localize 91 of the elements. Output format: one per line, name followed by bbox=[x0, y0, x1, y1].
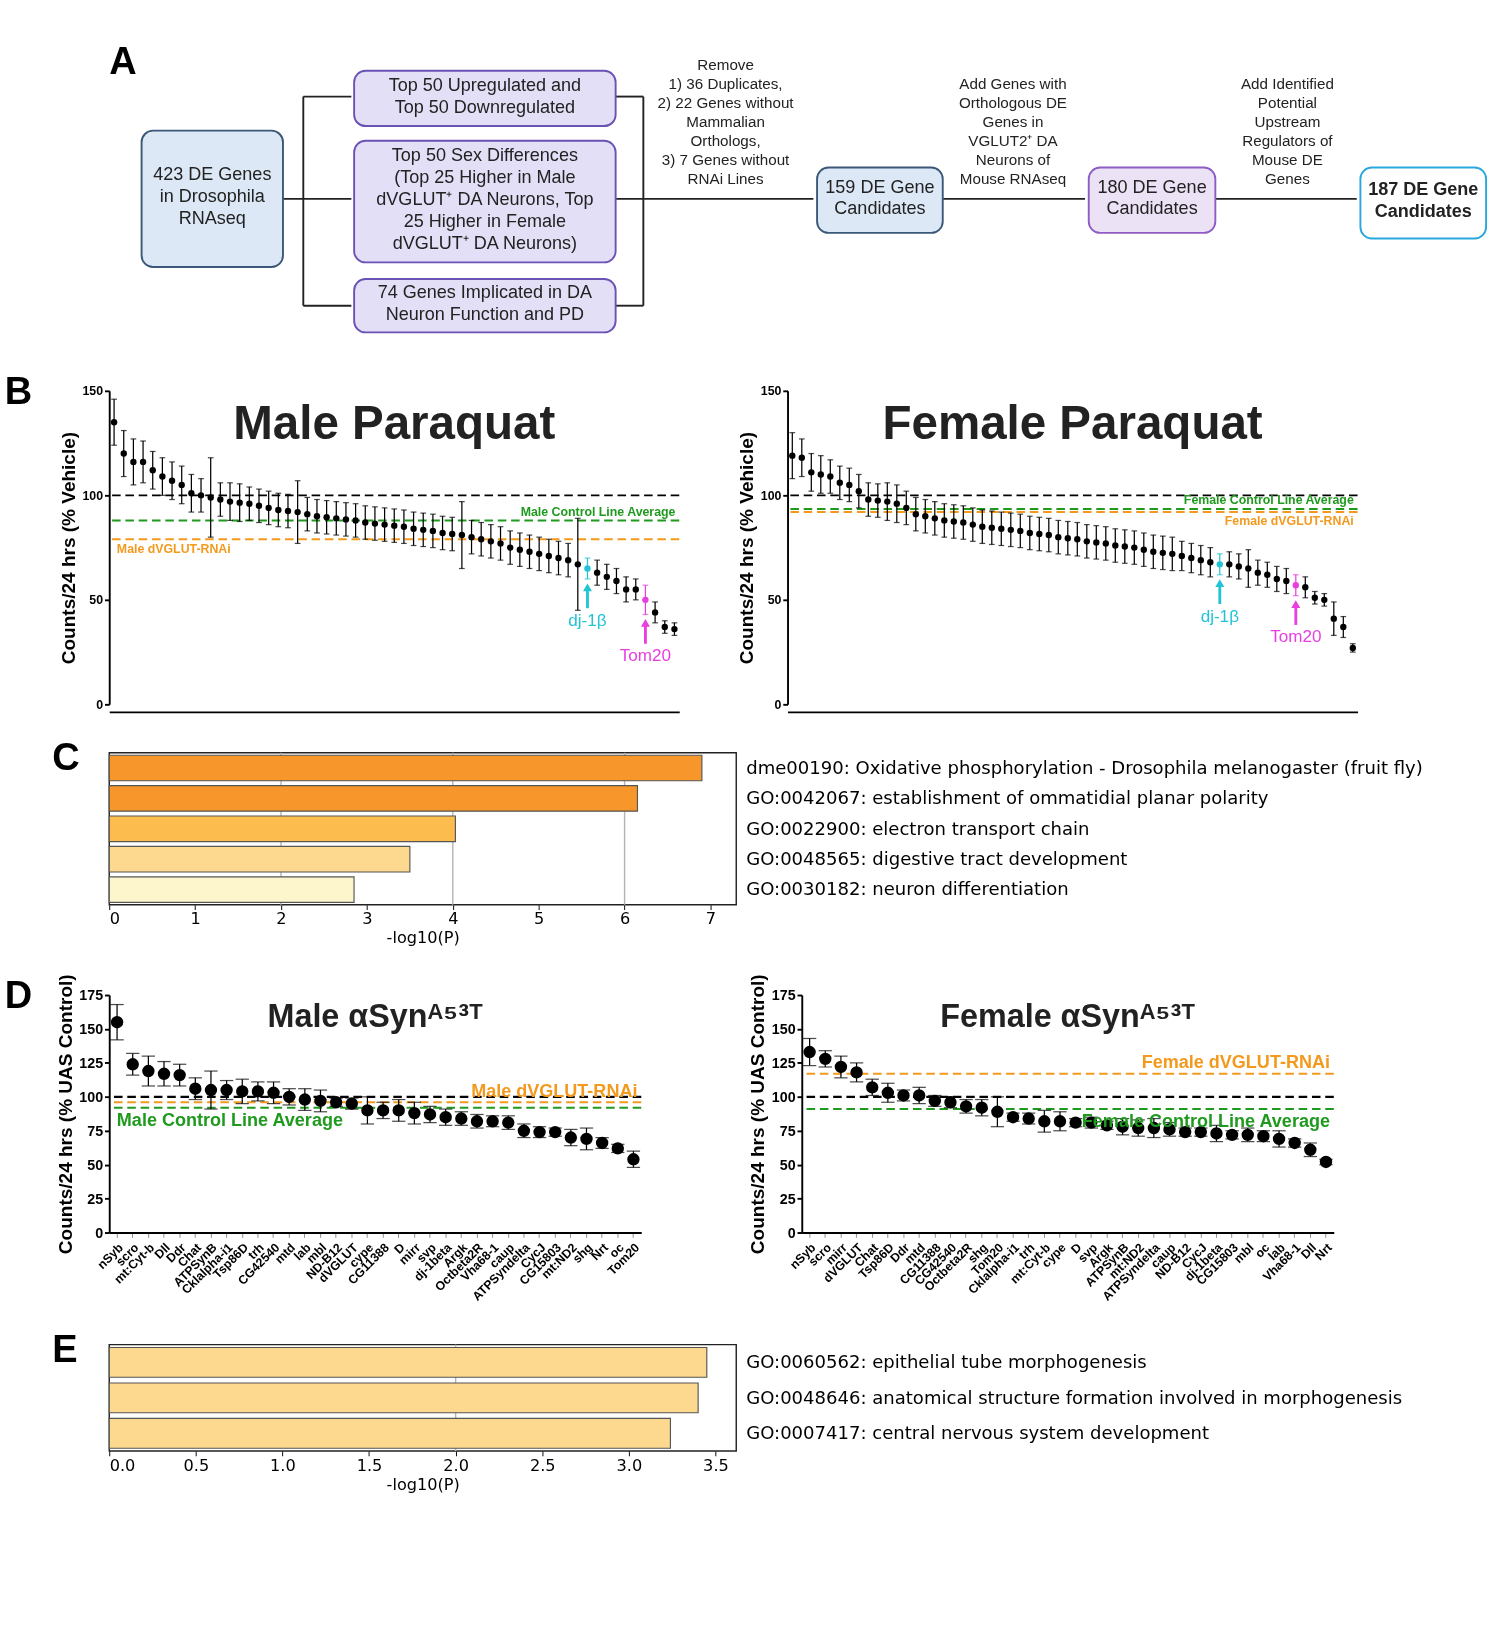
x-tick-label: 2.5 bbox=[529, 1455, 556, 1475]
y-tick-label: 150 bbox=[79, 1021, 104, 1038]
x-tick-label: 0.0 bbox=[109, 1455, 136, 1475]
x-tick-label: 1 bbox=[190, 909, 201, 929]
y-tick-label: GO:0007417: central nervous system development bbox=[746, 1422, 1210, 1444]
x-tick-label: 1.5 bbox=[356, 1455, 383, 1475]
y-tick-label: 0 bbox=[774, 697, 782, 712]
bar bbox=[108, 754, 703, 782]
y-tick-label: 75 bbox=[779, 1122, 796, 1139]
text: A bbox=[109, 39, 137, 82]
x-tick-label: 3 bbox=[362, 909, 373, 929]
x-tick-label: 3.0 bbox=[616, 1455, 643, 1475]
y-tick-label: dme00190: Oxidative phosphorylation - Drosophila melanogaster (fruit fly) bbox=[746, 756, 1423, 778]
y-tick-label: 100 bbox=[771, 1089, 796, 1106]
text: Top 50 Sex Differences (Top 25 Higher in Male dVGLUT⁺ DA Neurons, Top 25 Higher in Female dVGLUT⁺ DA Neurons) bbox=[376, 145, 594, 253]
text: E bbox=[52, 1327, 78, 1370]
x-tick-label: 2 bbox=[276, 909, 287, 929]
y-tick-label: 25 bbox=[87, 1190, 104, 1207]
y-axis-title: Counts/24 hrs (% Vehicle) bbox=[736, 431, 758, 665]
x-tick-label: 1.0 bbox=[270, 1455, 296, 1475]
x-tick-label: 7 bbox=[705, 909, 717, 929]
ref-line-label: Male Control Line Average bbox=[116, 1109, 343, 1130]
text: 187 DE Gene Candidates bbox=[1368, 179, 1479, 222]
chart-title: Female αSynᴬ⁵³ᵀ bbox=[940, 998, 1196, 1035]
x-axis-title: -log10(P) bbox=[386, 928, 460, 948]
y-tick-label: 75 bbox=[87, 1122, 104, 1139]
text: Top 50 Upregulated and Top 50 Downregulated bbox=[388, 74, 582, 117]
y-axis-title: Counts/24 hrs (% UAS Control) bbox=[747, 974, 769, 1255]
y-tick-label: GO:0022900: electron transport chain bbox=[746, 817, 1090, 839]
y-tick-label: 100 bbox=[760, 488, 782, 503]
ref-line-label: Female dVGLUT-RNAi bbox=[1224, 514, 1354, 529]
text: Add Identified Potential Upstream Regulators of Mouse DE Genes bbox=[1240, 74, 1334, 187]
text: Add Genes with Orthologous DE Genes in VGLUT2⁺ DA Neurons of Mouse RNAseq bbox=[958, 74, 1067, 187]
y-tick-label: 100 bbox=[82, 488, 104, 503]
point bbox=[584, 565, 591, 572]
y-tick-label: GO:0048646: anatomical structure formation involved in morphogenesis bbox=[746, 1386, 1403, 1408]
chart-title: Male αSynᴬ⁵³ᵀ bbox=[267, 998, 483, 1035]
y-tick-label: GO:0048565: digestive tract development bbox=[746, 847, 1128, 869]
chart-title: Male Paraquat bbox=[233, 396, 556, 450]
ref-line-label: Female Control Line Average bbox=[1183, 493, 1354, 508]
y-tick-label: 100 bbox=[79, 1089, 104, 1106]
ref-line-label: Male dVGLUT-RNAi bbox=[471, 1080, 638, 1101]
y-tick-label: 150 bbox=[760, 384, 782, 399]
text: 74 Genes Implicated in DA Neuron Function and PD bbox=[377, 282, 593, 324]
x-axis-title: -log10(P) bbox=[386, 1474, 460, 1494]
x-tick-label: 2.0 bbox=[443, 1455, 469, 1475]
y-tick-label: GO:0060562: epithelial tube morphogenesis bbox=[746, 1351, 1147, 1373]
chart-title: Female Paraquat bbox=[882, 396, 1263, 450]
y-tick-label: 125 bbox=[79, 1055, 104, 1072]
y-tick-label: 175 bbox=[79, 987, 104, 1004]
text: 423 DE Genes in Drosophila RNAseq bbox=[153, 164, 272, 229]
x-tick-label: 3.5 bbox=[703, 1455, 729, 1475]
x-tick-label: 5 bbox=[534, 909, 545, 929]
text: 159 DE Gene Candidates bbox=[825, 176, 935, 219]
x-tick-label: 0 bbox=[109, 909, 121, 929]
bar bbox=[108, 845, 411, 873]
ref-line-label: Male dVGLUT-RNAi bbox=[116, 541, 231, 556]
y-tick-label: 125 bbox=[771, 1055, 796, 1072]
annotation: dj-1β bbox=[568, 610, 607, 630]
y-tick-label: 50 bbox=[779, 1156, 796, 1173]
y-tick-label: 50 bbox=[767, 593, 782, 608]
y-tick-label: GO:0030182: neuron differentiation bbox=[746, 878, 1069, 900]
y-axis-title: Counts/24 hrs (% UAS Control) bbox=[54, 974, 76, 1255]
bar bbox=[108, 785, 639, 812]
y-tick-label: 150 bbox=[771, 1021, 796, 1038]
ref-line-label: Female dVGLUT-RNAi bbox=[1141, 1052, 1330, 1073]
y-tick-label: 25 bbox=[779, 1190, 796, 1207]
text: B bbox=[4, 370, 33, 413]
annotation: dj-1β bbox=[1200, 606, 1240, 626]
ref-line-label: Male Control Line Average bbox=[520, 504, 676, 519]
x-tick-label: 6 bbox=[619, 909, 631, 929]
y-tick-label: 0 bbox=[95, 1224, 104, 1241]
x-tick-label: 0.5 bbox=[183, 1455, 210, 1475]
y-tick-label: GO:0042067: establishment of ommatidial planar polarity bbox=[746, 787, 1269, 809]
y-tick-label: 50 bbox=[89, 593, 104, 608]
text: D bbox=[4, 974, 33, 1017]
ref-line-label: Female Control Line Average bbox=[1081, 1111, 1330, 1132]
x-tick-label: 4 bbox=[448, 909, 459, 929]
text: C bbox=[52, 735, 80, 778]
y-tick-label: 50 bbox=[87, 1156, 104, 1173]
y-tick-label: 0 bbox=[787, 1224, 796, 1241]
bar bbox=[108, 876, 355, 903]
text: 180 DE Gene Candidates bbox=[1097, 176, 1207, 219]
y-tick-label: 0 bbox=[96, 697, 104, 712]
bar bbox=[108, 815, 456, 843]
annotation: Tom20 bbox=[1270, 627, 1322, 647]
annotation: Tom20 bbox=[619, 646, 672, 666]
y-axis-title: Counts/24 hrs (% Vehicle) bbox=[57, 431, 79, 665]
y-tick-label: 150 bbox=[82, 384, 104, 399]
y-tick-label: 175 bbox=[771, 987, 796, 1004]
text: Remove 1) 36 Duplicates, 2) 22 Genes without Mammalian Orthologs, 3) 7 Genes without RNAi Lines bbox=[657, 55, 795, 187]
